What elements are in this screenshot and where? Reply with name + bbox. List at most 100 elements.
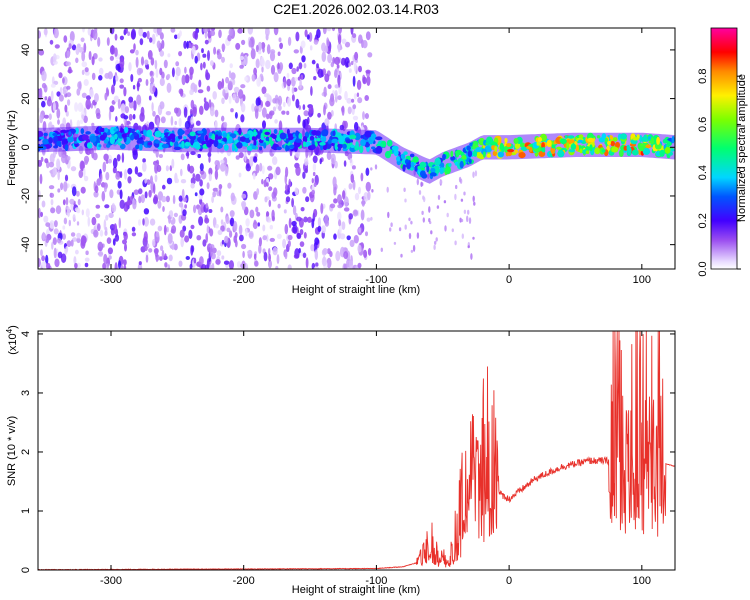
spectrogram-noise-mark [203, 101, 210, 111]
spectrogram-noise-mark [336, 64, 340, 69]
spectrogram-noise-mark [112, 157, 118, 169]
spectrogram-ridge-mark [579, 148, 583, 154]
spectrogram-noise-mark [263, 251, 268, 262]
spectrogram-noise-mark [434, 240, 437, 245]
spectrogram-noise-mark [337, 204, 343, 209]
spectrogram-noise-mark [311, 218, 315, 229]
spectrogram-noise-mark [165, 111, 172, 116]
spectrogram-noise-mark [57, 170, 60, 181]
spectrogram-noise-mark [433, 244, 436, 250]
spectrogram-noise-mark [303, 62, 307, 69]
spectrogram-noise-mark [400, 253, 403, 258]
y-tick-label: -40 [20, 237, 32, 253]
spectrogram-noise-mark [421, 210, 424, 215]
spectrogram-ridge-mark [468, 158, 472, 164]
spectrogram-noise-mark [95, 213, 101, 219]
spectrogram-noise-mark [65, 197, 69, 206]
spectrogram-noise-mark [119, 57, 125, 69]
spectrogram-noise-mark [52, 167, 58, 176]
spectrogram-noise-mark [209, 106, 215, 117]
spectrogram-noise-mark [105, 87, 109, 95]
spectrogram-noise-mark [349, 158, 352, 164]
snr-series-line [38, 331, 675, 570]
spectrogram-noise-mark [128, 113, 133, 121]
spectrogram-noise-mark [123, 232, 128, 241]
spectrogram-noise-mark [178, 51, 183, 57]
spectrogram-noise-mark [225, 76, 230, 84]
spectrogram-noise-mark [446, 212, 449, 218]
spectrogram-ridge-mark [310, 144, 316, 150]
spectrogram-noise-mark [117, 180, 122, 189]
spectrogram-noise-mark [168, 214, 171, 224]
spectrogram-noise-mark [256, 211, 261, 217]
spectrogram-ridge-mark [143, 129, 147, 136]
spectrogram-ridge-mark [80, 128, 85, 135]
spectrogram-noise-mark [50, 207, 56, 214]
spectrogram-noise-mark [332, 28, 335, 32]
spectrogram-noise-mark [291, 220, 297, 227]
spectrogram-ridge-mark [298, 132, 303, 140]
spectrogram-noise-mark [58, 94, 64, 102]
spectrogram-ridge-mark [631, 149, 639, 156]
spectrogram-noise-mark [156, 117, 160, 129]
spectrogram-noise-mark [71, 186, 77, 197]
spectrogram-noise-mark [311, 59, 316, 65]
spectrogram-noise-mark [104, 186, 107, 193]
spectrogram-ridge-mark [154, 140, 160, 144]
spectrogram-noise-mark [66, 206, 71, 218]
spectrogram-ridge-mark [272, 134, 277, 140]
spectrogram-noise-mark [187, 163, 191, 172]
spectrogram-noise-mark [473, 201, 476, 206]
spectrogram-noise-mark [175, 178, 179, 184]
spectrogram-ridge-mark [359, 145, 364, 154]
spectrogram-noise-mark [212, 191, 217, 198]
spectrogram-ridge-mark [546, 139, 552, 148]
spectrogram-ridge-mark [551, 144, 556, 149]
spectrogram-noise-mark [98, 67, 104, 75]
spectrogram-noise-mark [68, 43, 72, 50]
spectrogram-noise-mark [268, 186, 273, 191]
spectrogram-noise-mark [174, 107, 179, 114]
spectrogram-ridge-mark [360, 139, 366, 147]
spectrogram-noise-mark [159, 256, 163, 261]
spectrogram-noise-mark [430, 230, 433, 235]
spectrogram-ridge-mark [276, 146, 282, 151]
spectrogram-noise-mark [204, 217, 210, 224]
spectrogram-noise-mark [255, 206, 259, 213]
spectrogram-ridge-mark [109, 136, 115, 145]
spectrogram-noise-mark [101, 191, 106, 202]
spectrogram-noise-mark [206, 85, 211, 92]
spectrogram-noise-mark [225, 216, 230, 225]
spectrogram-noise-mark [184, 204, 188, 209]
spectrogram-ridge-mark [566, 142, 570, 151]
spectrogram-ridge-mark [338, 137, 345, 145]
spectrogram-noise-mark [312, 155, 318, 164]
spectrogram-noise-mark [52, 101, 56, 112]
spectrogram-noise-mark [98, 75, 103, 81]
spectrogram-noise-mark [203, 97, 207, 103]
spectrogram-noise-mark [272, 156, 278, 166]
spectrogram-noise-mark [353, 93, 357, 100]
spectrogram-ridge-mark [667, 138, 673, 141]
spectrogram-ridge-mark [575, 144, 579, 152]
spectrogram-noise-mark [357, 262, 362, 269]
spectrogram-noise-mark [38, 89, 43, 100]
spectrogram-noise-mark [229, 217, 235, 227]
spectrogram-noise-mark [408, 217, 411, 222]
spectrogram-noise-mark [64, 174, 69, 182]
spectrogram-noise-mark [78, 47, 84, 53]
spectrogram-noise-mark [313, 266, 320, 269]
spectrogram-noise-mark [286, 78, 292, 87]
spectrogram-noise-mark [398, 227, 402, 232]
spectrogram-ridge-mark [396, 156, 401, 162]
spectrogram-noise-mark [474, 170, 478, 177]
spectrogram-ridge-mark [450, 155, 456, 161]
spectrogram-noise-mark [220, 163, 226, 172]
colorbar-tick-label: 0.4 [697, 165, 709, 180]
spectrogram-noise-mark [454, 193, 457, 201]
spectrogram-noise-mark [48, 161, 55, 168]
spectrogram-noise-mark [148, 248, 153, 253]
spectrogram-noise-mark [221, 78, 225, 89]
spectrogram-noise-mark [112, 238, 116, 246]
spectrogram-noise-mark [313, 39, 319, 45]
